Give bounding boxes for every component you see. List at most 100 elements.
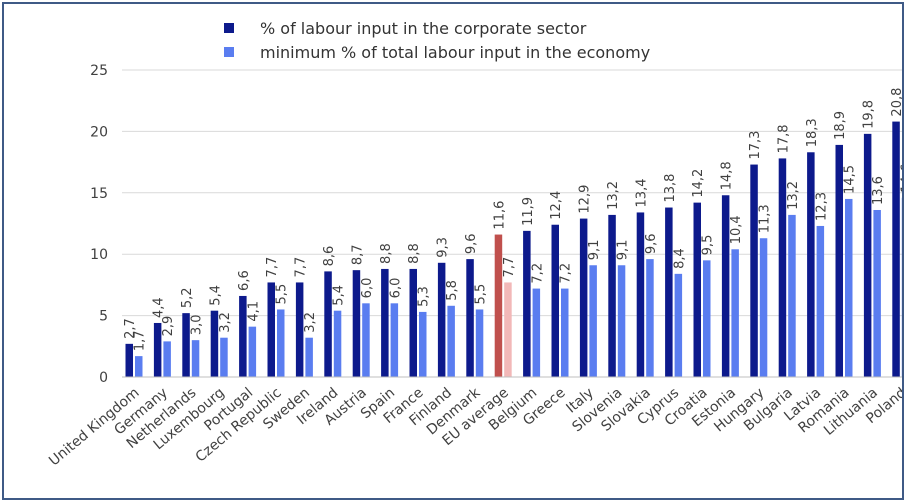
bar-economy <box>617 265 626 377</box>
data-label-corporate: 13,2 <box>606 181 621 210</box>
data-label-corporate: 19,8 <box>862 100 877 129</box>
y-tick-label: 5 <box>99 309 108 325</box>
bar-economy <box>419 311 427 377</box>
data-label-economy: 3,2 <box>303 312 318 333</box>
data-label-corporate: 5,2 <box>180 287 195 308</box>
data-label-economy: 12,3 <box>814 192 829 221</box>
bar-economy <box>475 309 484 377</box>
bar-economy <box>248 326 257 377</box>
bar-corporate <box>381 268 389 377</box>
data-label-economy: 5,8 <box>445 280 460 301</box>
bar-corporate <box>807 152 815 377</box>
data-label-economy: 9,6 <box>644 233 659 254</box>
bar-corporate <box>750 164 758 377</box>
bar-economy <box>163 341 171 377</box>
data-label-corporate: 12,9 <box>578 185 593 214</box>
bar-corporate <box>267 282 275 377</box>
bar-economy <box>277 309 285 377</box>
bar-corporate <box>636 212 645 377</box>
data-label-economy: 7,2 <box>559 263 574 284</box>
bar-economy <box>845 198 853 377</box>
data-label-economy: 10,4 <box>729 215 744 244</box>
data-label-economy: 4,1 <box>246 301 261 322</box>
bar-corporate <box>608 214 616 377</box>
bar-economy <box>589 265 597 377</box>
bar-economy <box>816 225 825 377</box>
bar-corporate <box>778 158 787 377</box>
data-label-corporate: 17,8 <box>776 124 791 153</box>
bar-economy <box>532 288 541 377</box>
bar-corporate <box>665 207 673 377</box>
data-label-economy: 7,7 <box>502 257 517 278</box>
data-label-corporate: 9,6 <box>464 233 479 254</box>
y-tick-label: 0 <box>99 370 108 386</box>
y-tick-label: 15 <box>90 186 108 202</box>
bar-economy <box>561 288 569 377</box>
data-label-economy: 9,1 <box>587 240 602 261</box>
data-label-economy: 1,7 <box>133 330 148 351</box>
legend-swatch-corporate <box>224 23 234 33</box>
data-label-economy: 9,1 <box>616 240 631 261</box>
bar-corporate <box>409 268 417 377</box>
bar-corporate <box>721 195 730 377</box>
data-label-economy: 8,4 <box>672 248 687 269</box>
bar-economy <box>788 214 796 377</box>
bar-corporate <box>210 310 219 377</box>
bar-corporate <box>466 259 474 377</box>
bar-corporate <box>693 202 701 377</box>
bar-economy <box>504 282 512 377</box>
bar-corporate <box>579 218 588 377</box>
data-label-economy: 7,2 <box>530 263 545 284</box>
data-label-corporate: 7,7 <box>294 257 309 278</box>
legend: % of labour input in the corporate secto… <box>224 16 650 64</box>
bar-economy <box>646 259 654 377</box>
bar-economy <box>759 238 768 377</box>
data-label-corporate: 18,3 <box>805 118 820 147</box>
data-label-economy: 5,3 <box>417 286 432 307</box>
bar-economy <box>305 337 313 377</box>
data-label-corporate: 8,8 <box>407 243 422 264</box>
bar-corporate <box>863 133 872 377</box>
data-label-corporate: 17,3 <box>748 131 763 160</box>
bar-economy <box>135 356 143 377</box>
bar-economy <box>674 273 683 377</box>
data-label-corporate: 13,8 <box>663 174 678 203</box>
bar-economy <box>220 337 228 377</box>
bar-economy <box>191 340 200 377</box>
y-tick-label: 25 <box>90 63 108 79</box>
y-tick-label: 20 <box>90 124 108 140</box>
bar-corporate <box>835 144 843 377</box>
bar-corporate <box>295 282 304 377</box>
bar-economy <box>333 310 342 377</box>
data-label-economy: 5,5 <box>474 284 489 305</box>
bar-corporate <box>437 262 446 377</box>
bar-corporate <box>494 234 503 377</box>
data-label-corporate: 13,4 <box>634 178 649 207</box>
bar-corporate <box>324 271 332 377</box>
bar-economy <box>873 209 881 377</box>
bar-corporate <box>239 295 247 377</box>
data-label-corporate: 14,8 <box>720 161 735 190</box>
data-label-economy: 13,6 <box>871 176 886 205</box>
legend-item-economy: minimum % of total labour input in the e… <box>224 40 650 64</box>
bar-corporate <box>551 224 559 377</box>
bar-corporate <box>153 322 162 377</box>
y-tick-label: 10 <box>90 247 108 263</box>
data-label-corporate: 7,7 <box>265 257 280 278</box>
legend-swatch-economy <box>224 47 234 57</box>
data-label-corporate: 14,2 <box>691 169 706 198</box>
data-label-corporate: 5,4 <box>208 285 223 306</box>
data-label-corporate: 12,4 <box>549 191 564 220</box>
data-label-economy: 9,5 <box>701 235 716 256</box>
bar-economy <box>447 305 455 377</box>
data-label-economy: 3,0 <box>190 314 205 335</box>
data-label-corporate: 2,7 <box>123 318 138 339</box>
bar-economy <box>731 249 739 377</box>
bar-corporate <box>182 313 190 377</box>
data-label-economy: 14,5 <box>843 165 858 194</box>
bar-economy <box>703 260 711 377</box>
data-label-economy: 6,0 <box>360 278 375 299</box>
data-label-corporate: 11,6 <box>492 201 507 230</box>
